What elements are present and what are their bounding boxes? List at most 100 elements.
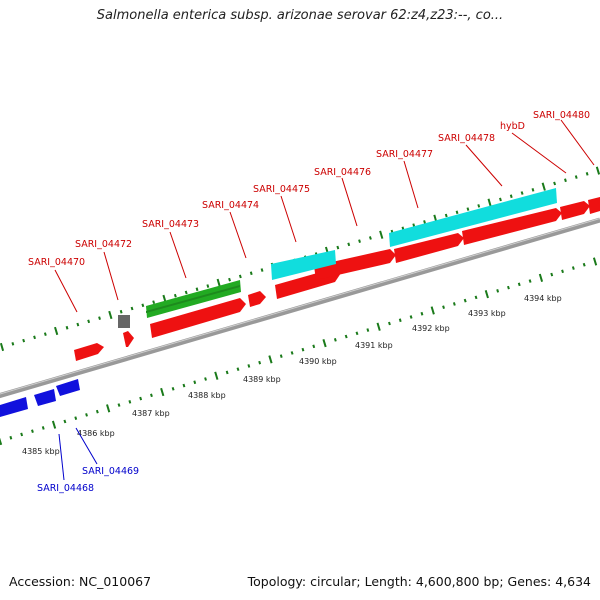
leader-sari-04468 [58,433,65,481]
major-tick-mark [322,339,327,348]
gene-sari-04472-arrow[interactable] [123,331,134,347]
major-tick-mark [541,182,546,191]
kbp-tick-label: 4389 kbp [243,375,281,384]
gene-label-sari-04470[interactable]: SARI_04470 [28,257,85,268]
major-tick-mark [538,273,544,282]
minor-tick-mark [228,277,231,282]
accession-text: Accession: NC_010067 [9,574,152,589]
minor-tick-mark [531,188,535,192]
minor-tick-mark [301,347,305,352]
leader-sari-04470 [54,269,78,313]
gene-blue-1-arrow[interactable] [0,397,28,417]
minor-tick-mark [63,419,67,424]
minor-tick-mark [33,335,36,340]
forward-genes [74,197,600,361]
minor-tick-mark [509,194,513,199]
major-tick-mark [216,278,221,287]
minor-tick-mark [139,396,143,401]
major-tick-mark [51,420,57,429]
minor-tick-mark [184,290,188,295]
cyan-feature-1[interactable] [271,250,336,280]
gene-label-sari-04474[interactable]: SARI_04474 [202,200,259,211]
minor-tick-mark [561,269,564,274]
minor-tick-mark [423,220,426,224]
minor-tick-mark [152,300,156,304]
minor-tick-mark [258,360,262,365]
minor-tick-mark [312,344,316,349]
kbp-tick-label: 4387 kbp [132,409,170,418]
major-tick-mark [379,230,384,239]
gene-hybd-arrow[interactable] [560,201,590,220]
gene-sari-04476-arrow[interactable] [314,249,396,280]
leader-sari-04472 [103,251,119,301]
leader-sari-04478 [465,144,503,187]
kbp-tick-labels: 4385 kbp 4386 kbp 4387 kbp 4388 kbp 4389… [22,294,562,456]
minor-tick-mark [22,338,26,343]
gene-label-sari-04476[interactable]: SARI_04476 [314,167,371,178]
genome-backbone-highlight [0,218,600,395]
minor-tick-mark [249,271,253,276]
minor-tick-mark [398,318,402,323]
minor-tick-mark [238,274,242,279]
gene-label-sari-04478[interactable]: SARI_04478 [438,133,495,144]
minor-tick-mark [528,279,532,283]
minor-tick-mark [85,413,88,417]
minor-tick-mark [279,354,283,358]
leader-sari-04469 [75,427,98,465]
gene-sari-04477-arrow[interactable] [394,233,464,263]
minor-tick-mark [463,298,467,303]
minor-tick-mark [388,321,391,326]
minor-tick-mark [290,351,294,355]
minor-tick-mark [193,380,197,385]
gene-label-hybd[interactable]: hybD [500,121,525,132]
gene-sari-04478-arrow[interactable] [462,208,562,245]
cyan-feature-2[interactable] [389,188,557,247]
minor-tick-mark [412,223,416,227]
minor-tick-mark [150,393,153,398]
gene-sari-04470-arrow[interactable] [74,343,104,361]
gene-labels: SARI_04470 SARI_04472 SARI_04473 SARI_04… [28,110,590,494]
minor-tick-mark [571,266,575,270]
gene-label-leaders [54,119,595,313]
minor-tick-mark [119,309,123,314]
gene-sari-04480-arrow[interactable] [588,197,600,214]
gene-label-sari-04477[interactable]: SARI_04477 [376,149,433,160]
gene-label-sari-04473[interactable]: SARI_04473 [142,219,199,230]
gene-label-sari-04468[interactable]: SARI_04468 [37,483,94,494]
gray-feature-block[interactable] [118,315,130,328]
kbp-tick-label: 4391 kbp [355,341,393,350]
major-tick-mark [430,306,435,315]
minor-tick-mark [499,197,502,202]
minor-tick-mark [474,295,478,300]
leader-sari-04477 [403,160,419,209]
minor-tick-mark [173,293,177,298]
kbp-tick-label: 4393 kbp [468,309,506,318]
minor-tick-mark [347,242,351,247]
minor-tick-mark [564,178,567,183]
gene-label-sari-04472[interactable]: SARI_04472 [75,239,132,250]
gene-label-sari-04469[interactable]: SARI_04469 [82,466,139,477]
minor-tick-mark [455,210,459,215]
gene-label-sari-04480[interactable]: SARI_04480 [533,110,590,121]
minor-tick-mark [344,334,348,339]
kbp-tick-label: 4385 kbp [22,447,60,456]
reverse-genes [0,379,80,417]
minor-tick-mark [247,364,251,368]
minor-tick-mark [582,262,586,267]
gene-sari-04474-arrow[interactable] [248,291,266,307]
minor-tick-mark [477,204,481,208]
minor-tick-mark [355,331,359,336]
minor-tick-mark [20,432,24,437]
gene-label-leaders-bottom [58,427,98,481]
minor-tick-mark [368,236,372,240]
gene-blue-3-arrow[interactable] [56,379,80,396]
minor-tick-mark [74,416,78,420]
gene-label-sari-04475[interactable]: SARI_04475 [253,184,310,195]
minor-tick-mark [11,342,15,346]
minor-tick-mark [517,282,521,287]
gene-sari-04473-arrow[interactable] [150,298,246,338]
minor-tick-mark [585,172,589,176]
major-tick-mark [54,326,59,336]
gene-blue-2-arrow[interactable] [34,389,56,406]
